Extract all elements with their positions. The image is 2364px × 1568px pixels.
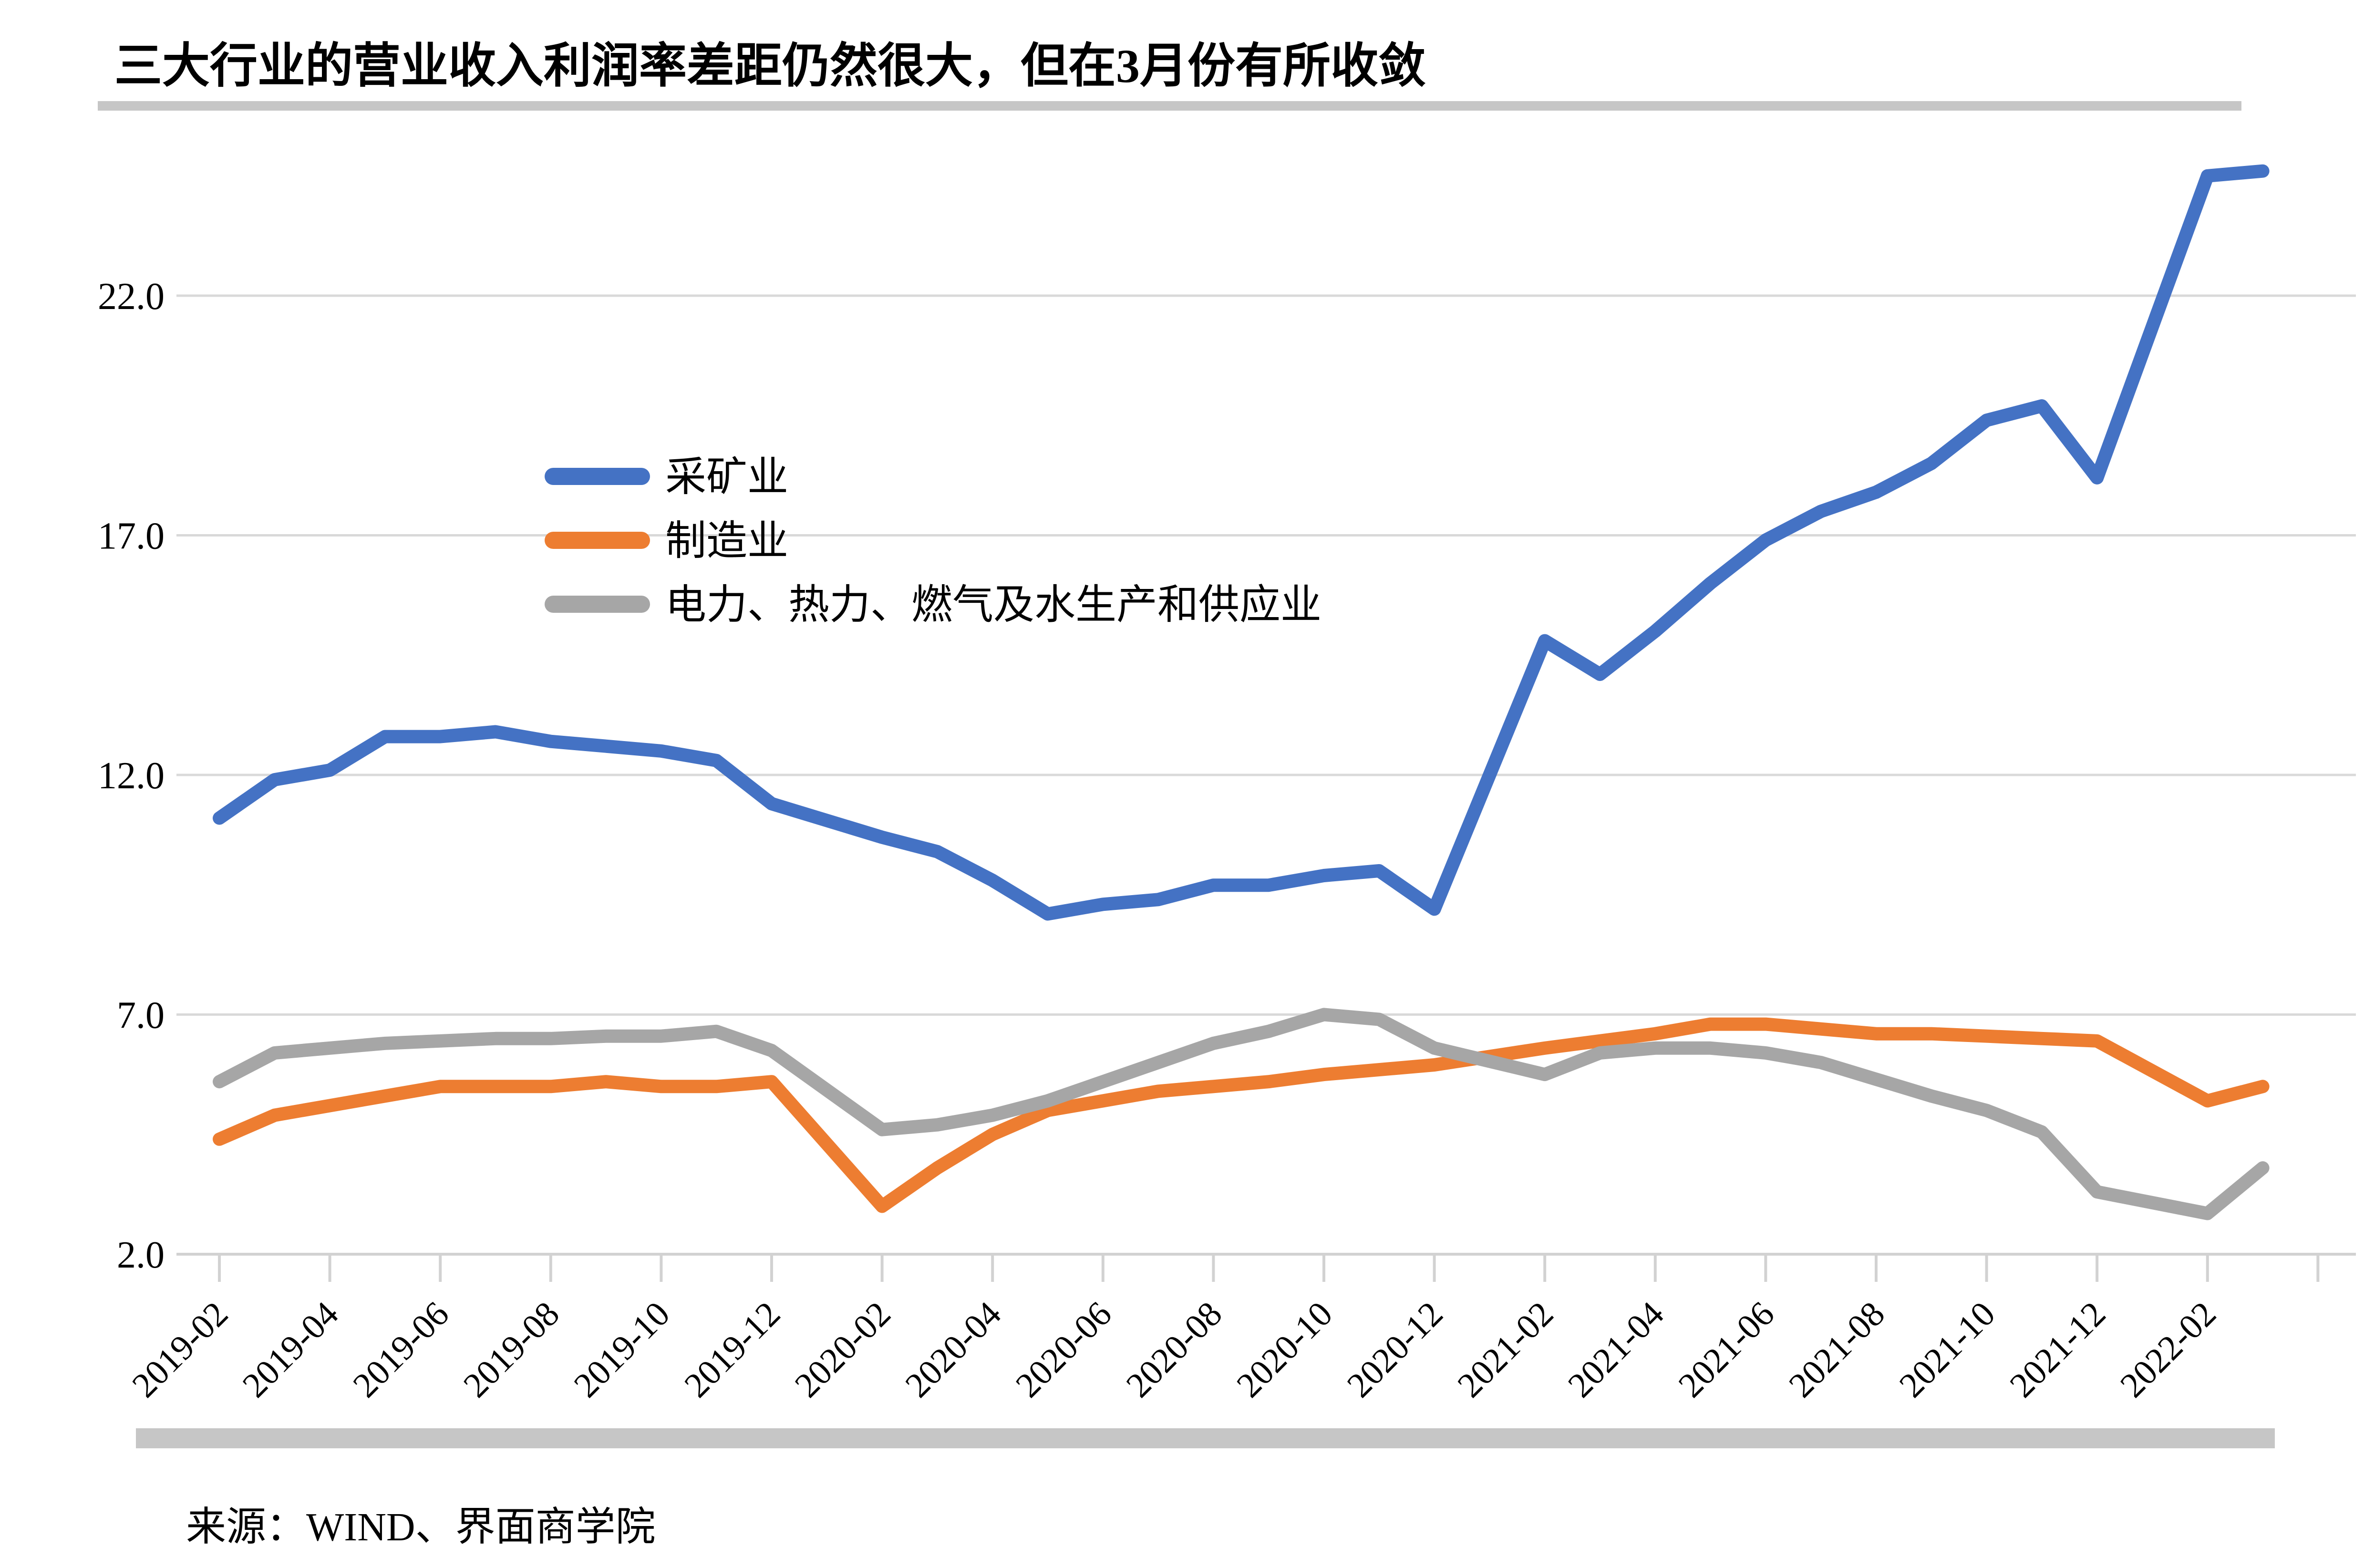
x-tick-label-2020-08: 2020-08 [1119,1294,1229,1405]
x-tick-label-2019-02: 2019-02 [125,1294,236,1405]
x-tick-label-2021-10: 2021-10 [1892,1294,2003,1405]
footer-divider-rule [136,1428,2275,1448]
x-tick-label-2020-04: 2020-04 [898,1294,1009,1405]
x-tick-label-2021-04: 2021-04 [1560,1294,1671,1405]
y-tick-label-2.0: 2.0 [117,1234,165,1276]
x-tick-label-2019-08: 2019-08 [456,1294,567,1405]
x-tick-label-2021-12: 2021-12 [2003,1294,2113,1405]
legend-label-制造业: 制造业 [665,518,788,564]
x-tick-label-2021-02: 2021-02 [1450,1294,1561,1405]
title-divider-rule [98,101,2241,111]
series-line-0-采矿业 [213,164,2270,921]
series-line-1-制造业 [213,1017,2270,1213]
x-tick-label-2020-06: 2020-06 [1008,1294,1119,1405]
legend-item-采矿业: 采矿业 [545,454,788,500]
y-tick-label-22.0: 22.0 [98,276,165,318]
series-line-2-电力、热力、燃气及水生产和供应业 [213,1008,2270,1220]
x-tick-label-2022-02: 2022-02 [2113,1294,2223,1405]
x-tick-label-2021-08: 2021-08 [1782,1294,1892,1405]
x-tick-label-2019-10: 2019-10 [567,1294,677,1405]
x-tick-label-2020-12: 2020-12 [1340,1294,1450,1405]
x-tick-label-2020-02: 2020-02 [787,1294,898,1405]
x-tick-label-2019-06: 2019-06 [346,1294,456,1405]
series-layer [213,164,2270,1220]
y-tick-label-7.0: 7.0 [117,995,165,1037]
y-tick-label-12.0: 12.0 [98,755,165,797]
legend-item-电力、热力、燃气及水生产和供应业: 电力、热力、燃气及水生产和供应业 [545,582,1321,628]
legend-item-制造业: 制造业 [545,518,788,564]
gridline-layer [176,294,2356,1016]
x-tick-label-2020-10: 2020-10 [1229,1294,1340,1405]
source-note: 来源：WIND、界面商学院 [186,1505,656,1549]
x-tick-label-2019-12: 2019-12 [677,1294,788,1405]
chart-title: 三大行业的营业收入利润率差距仍然很大，但在3月份有所收敛 [114,40,1426,93]
x-tick-label-2021-06: 2021-06 [1671,1294,1782,1405]
y-tick-label-17.0: 17.0 [98,516,165,557]
x-tick-label-2019-04: 2019-04 [235,1294,346,1405]
legend-label-电力、热力、燃气及水生产和供应业: 电力、热力、燃气及水生产和供应业 [665,582,1321,628]
legend-label-采矿业: 采矿业 [665,454,788,500]
